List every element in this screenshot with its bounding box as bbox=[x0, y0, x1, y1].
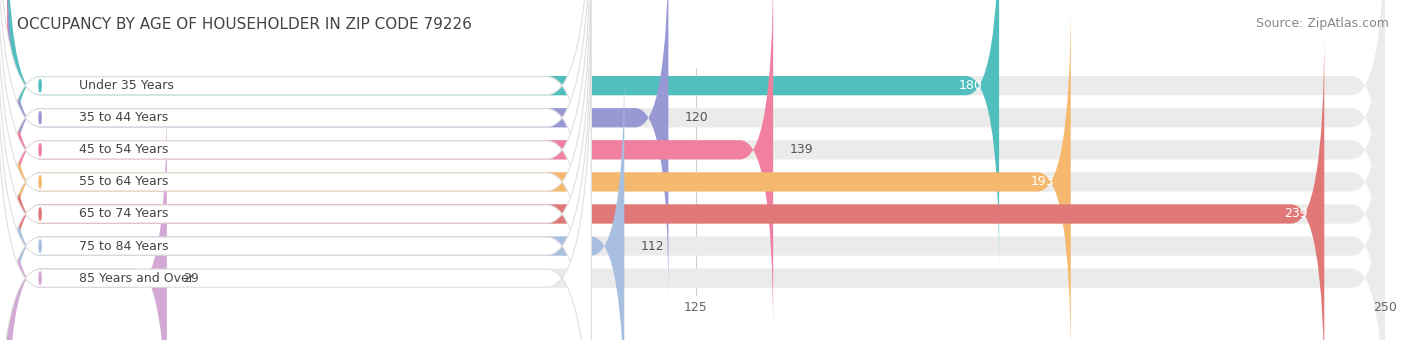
FancyBboxPatch shape bbox=[7, 31, 1324, 340]
FancyBboxPatch shape bbox=[0, 0, 592, 333]
FancyBboxPatch shape bbox=[7, 0, 1385, 269]
Text: 112: 112 bbox=[641, 240, 665, 253]
FancyBboxPatch shape bbox=[0, 0, 592, 340]
Text: 85 Years and Over: 85 Years and Over bbox=[79, 272, 194, 285]
FancyBboxPatch shape bbox=[0, 31, 592, 340]
Text: 45 to 54 Years: 45 to 54 Years bbox=[79, 143, 169, 156]
Text: 193: 193 bbox=[1031, 175, 1054, 188]
Circle shape bbox=[39, 112, 41, 124]
FancyBboxPatch shape bbox=[0, 0, 592, 340]
FancyBboxPatch shape bbox=[7, 63, 624, 340]
Text: 180: 180 bbox=[959, 79, 983, 92]
Circle shape bbox=[39, 144, 41, 156]
Circle shape bbox=[39, 240, 41, 252]
Text: 139: 139 bbox=[790, 143, 813, 156]
FancyBboxPatch shape bbox=[7, 95, 1385, 340]
FancyBboxPatch shape bbox=[7, 0, 1071, 340]
FancyBboxPatch shape bbox=[7, 0, 1385, 340]
FancyBboxPatch shape bbox=[7, 0, 1385, 333]
Text: 55 to 64 Years: 55 to 64 Years bbox=[79, 175, 169, 188]
Text: Source: ZipAtlas.com: Source: ZipAtlas.com bbox=[1256, 17, 1389, 30]
Circle shape bbox=[39, 272, 41, 284]
Text: Under 35 Years: Under 35 Years bbox=[79, 79, 173, 92]
Text: 65 to 74 Years: 65 to 74 Years bbox=[79, 207, 169, 220]
FancyBboxPatch shape bbox=[0, 0, 592, 340]
FancyBboxPatch shape bbox=[7, 95, 167, 340]
Circle shape bbox=[39, 80, 41, 92]
FancyBboxPatch shape bbox=[0, 0, 592, 340]
FancyBboxPatch shape bbox=[0, 0, 592, 340]
FancyBboxPatch shape bbox=[7, 31, 1385, 340]
Text: 120: 120 bbox=[685, 111, 709, 124]
Text: 239: 239 bbox=[1284, 207, 1308, 220]
FancyBboxPatch shape bbox=[7, 0, 668, 301]
Text: 35 to 44 Years: 35 to 44 Years bbox=[79, 111, 167, 124]
FancyBboxPatch shape bbox=[7, 0, 773, 333]
Text: OCCUPANCY BY AGE OF HOUSEHOLDER IN ZIP CODE 79226: OCCUPANCY BY AGE OF HOUSEHOLDER IN ZIP C… bbox=[17, 17, 472, 32]
Circle shape bbox=[39, 176, 41, 188]
Circle shape bbox=[39, 208, 41, 220]
FancyBboxPatch shape bbox=[7, 0, 1385, 301]
FancyBboxPatch shape bbox=[7, 63, 1385, 340]
Text: 29: 29 bbox=[183, 272, 200, 285]
FancyBboxPatch shape bbox=[7, 0, 1000, 269]
Text: 75 to 84 Years: 75 to 84 Years bbox=[79, 240, 169, 253]
